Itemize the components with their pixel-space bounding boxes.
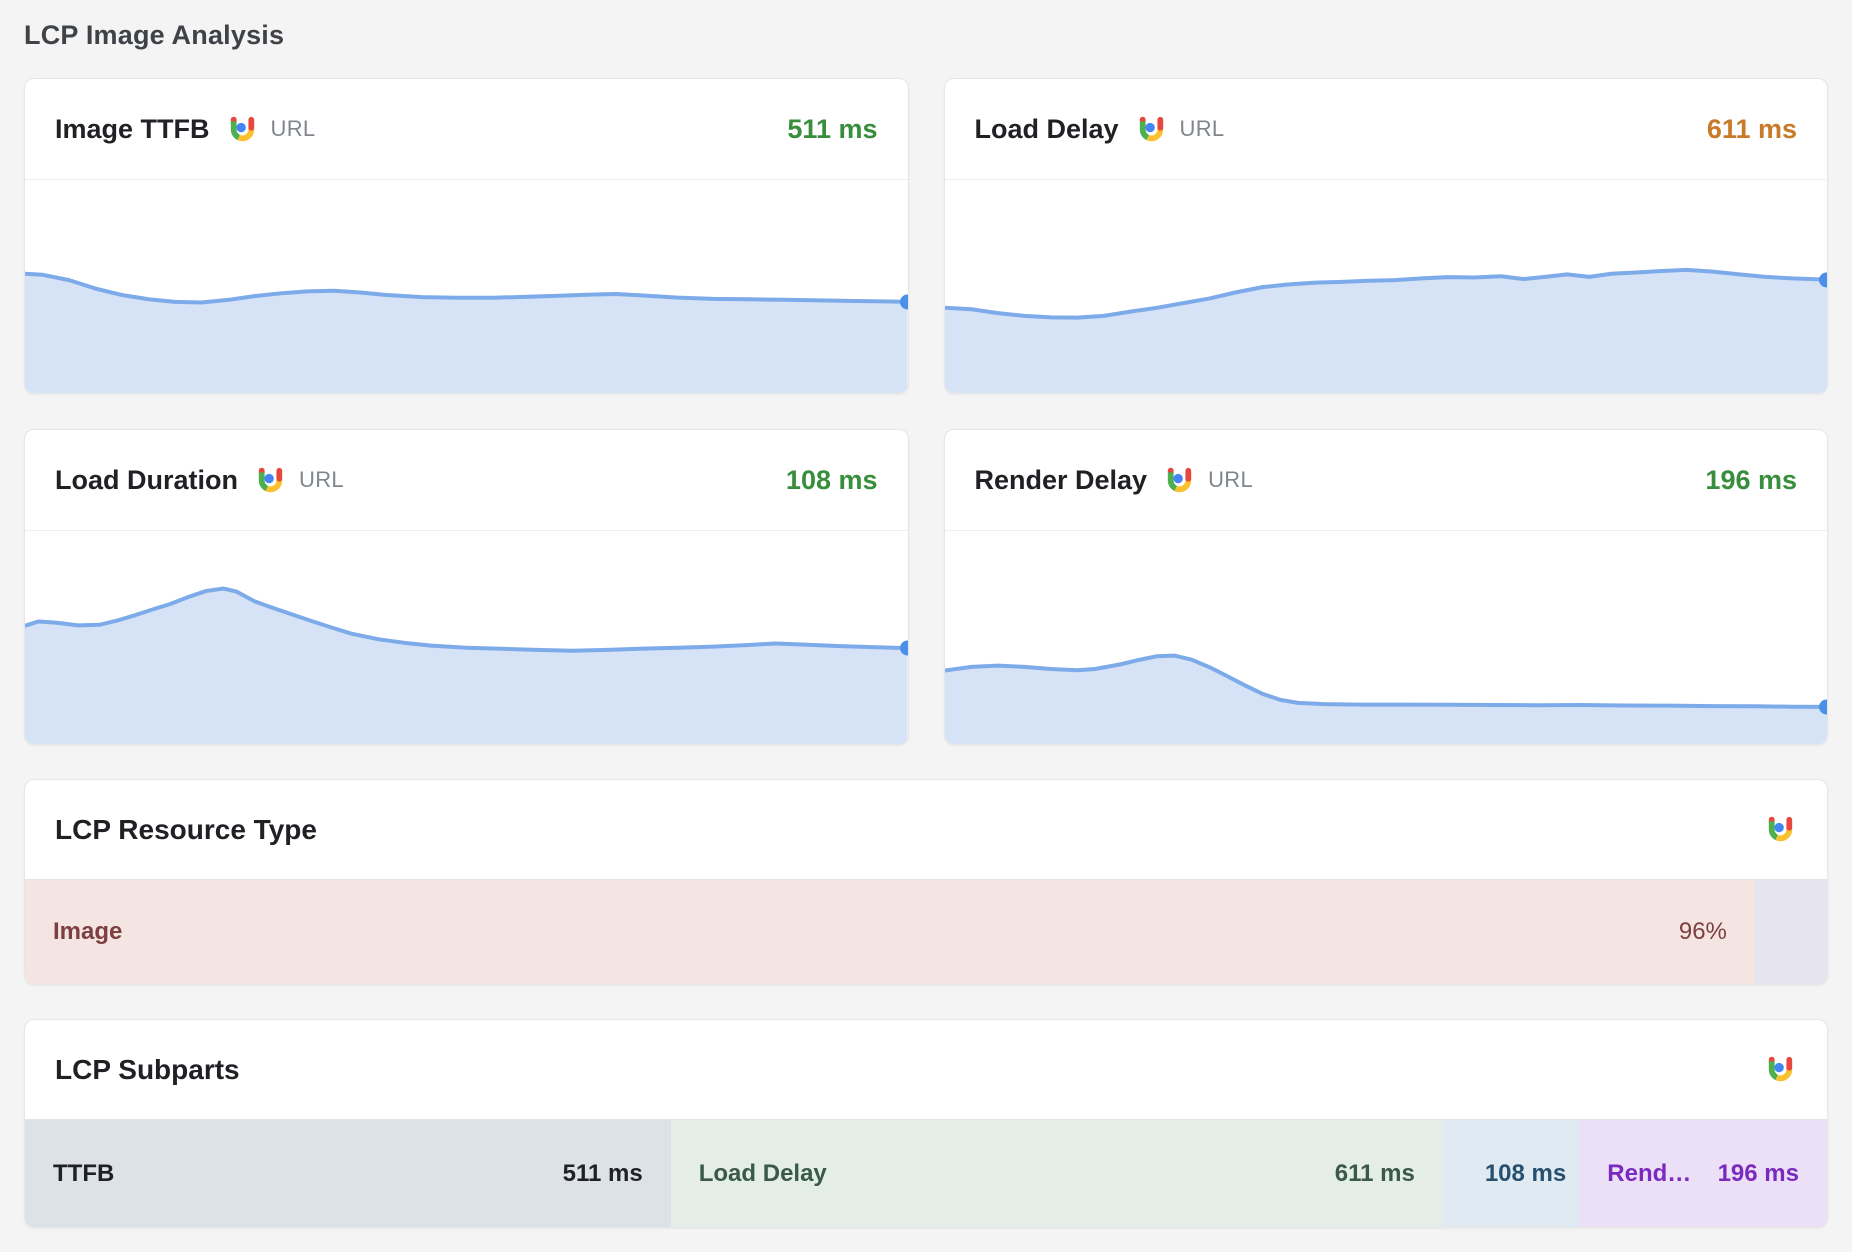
metric-title: Load Delay xyxy=(974,113,1119,144)
subpart-value: 511 ms xyxy=(562,1159,643,1187)
lcp-subparts-card: LCP Subparts TTFB 511 ms Load Delay 611 … xyxy=(24,1019,1828,1228)
subpart-label: Render Delay xyxy=(1607,1159,1703,1187)
metric-card-header: Image TTFB URL 511 ms xyxy=(25,79,908,180)
metric-card-load-delay: Load Delay URL 611 ms xyxy=(943,78,1828,394)
page-title: LCP Image Analysis xyxy=(24,20,285,50)
metric-card-image-ttfb: Image TTFB URL 511 ms xyxy=(24,78,909,394)
crux-logo-icon xyxy=(1768,1056,1793,1082)
subpart-label: TTFB xyxy=(53,1159,115,1187)
metric-card-load-duration: Load Duration URL 108 ms xyxy=(24,429,909,745)
sparkline-chart-image-ttfb xyxy=(25,180,908,393)
metric-value: 196 ms xyxy=(1705,464,1797,495)
source-scope-label: URL xyxy=(270,116,316,141)
sparkline-latest-point-dot xyxy=(899,640,908,656)
sparkline-chart-render-delay xyxy=(944,531,1828,744)
metric-title: Load Duration xyxy=(55,464,238,495)
card-header: LCP Subparts xyxy=(25,1020,1827,1119)
metric-title: Image TTFB xyxy=(55,113,210,144)
source-scope-label: URL xyxy=(1179,116,1225,141)
sparkline-latest-point-dot xyxy=(899,294,908,310)
subpart-segment: Load Duration 108 ms xyxy=(1442,1120,1580,1227)
metric-card-render-delay: Render Delay URL 196 ms xyxy=(943,429,1828,745)
subpart-value: 196 ms xyxy=(1717,1159,1799,1187)
subpart-segment: Render Delay 196 ms xyxy=(1579,1120,1827,1227)
sparkline-latest-point-dot xyxy=(1819,699,1828,715)
resource-value: 96% xyxy=(1678,918,1727,945)
subpart-segment: Load Delay 611 ms xyxy=(670,1120,1443,1227)
resource-bar-segment: Image 96% xyxy=(25,880,1755,984)
metric-card-header: Render Delay URL 196 ms xyxy=(944,430,1827,531)
sparkline-chart-load-duration xyxy=(25,531,908,744)
crux-logo-icon xyxy=(230,116,254,141)
crux-logo-icon xyxy=(1139,116,1163,141)
lcp-resource-type-card: LCP Resource Type Image 96% xyxy=(24,779,1828,985)
subparts-stacked-bar: TTFB 511 ms Load Delay 611 ms Load Durat… xyxy=(25,1119,1827,1227)
subpart-segment: TTFB 511 ms xyxy=(25,1120,671,1227)
metric-value: 108 ms xyxy=(785,464,878,495)
resource-bar-remainder xyxy=(1754,880,1827,984)
metric-card-header: Load Duration URL 108 ms xyxy=(25,430,908,531)
metric-card-header: Load Delay URL 611 ms xyxy=(944,79,1827,180)
crux-logo-icon xyxy=(1768,816,1793,842)
resource-type-bar: Image 96% xyxy=(25,879,1827,984)
metric-value: 611 ms xyxy=(1706,113,1797,144)
subpart-value: 611 ms xyxy=(1334,1159,1415,1187)
resource-label: Image xyxy=(53,918,123,945)
crux-logo-icon xyxy=(258,467,283,492)
sparkline-chart-load-delay xyxy=(944,180,1828,393)
metric-cards-grid: Image TTFB URL 511 ms Load Delay URL 611… xyxy=(24,78,1828,745)
source-scope-label: URL xyxy=(299,467,344,492)
subpart-label: Load Delay xyxy=(698,1159,827,1187)
crux-logo-icon xyxy=(1167,467,1192,492)
card-title: LCP Subparts xyxy=(55,1053,240,1085)
card-title: LCP Resource Type xyxy=(55,813,317,845)
card-header: LCP Resource Type xyxy=(25,780,1827,879)
metric-title: Render Delay xyxy=(974,464,1148,495)
metric-value: 511 ms xyxy=(787,113,878,144)
source-scope-label: URL xyxy=(1208,467,1253,492)
subpart-value: 108 ms xyxy=(1484,1159,1567,1187)
sparkline-latest-point-dot xyxy=(1819,272,1828,288)
